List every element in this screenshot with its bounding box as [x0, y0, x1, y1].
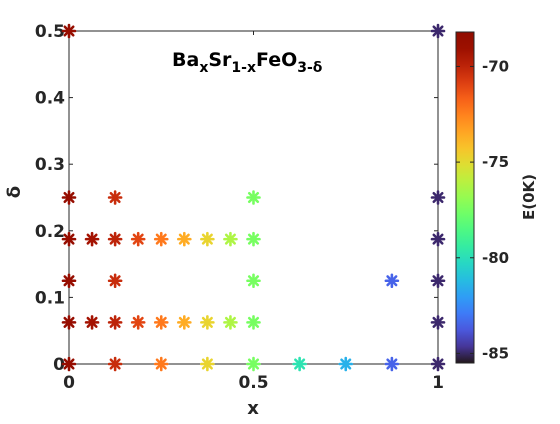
data-points [61, 23, 446, 372]
data-point [153, 315, 169, 330]
title-part-ba: Ba [172, 49, 199, 71]
colorbar [455, 31, 475, 364]
data-point [61, 273, 77, 289]
data-point [84, 231, 100, 247]
data-point [107, 273, 123, 289]
data-point [430, 356, 446, 372]
x-axis-label: x [247, 398, 259, 419]
data-point [430, 315, 446, 330]
colorbar-tick-label: -75 [482, 153, 509, 171]
title-part-sr: Sr [208, 49, 232, 71]
data-point [200, 315, 215, 330]
y-axis-ticks: 0 0.1 0.2 0.3 0.4 0.5 [35, 22, 438, 375]
data-point [177, 231, 192, 247]
data-point [107, 315, 123, 330]
x-tick-label: 0 [63, 373, 75, 393]
colorbar-tick-label: -70 [482, 57, 509, 75]
data-point [107, 190, 123, 205]
title-part-feo: FeO [256, 49, 297, 71]
data-point [338, 356, 354, 372]
data-point [430, 231, 446, 247]
y-tick-label: 0.4 [35, 89, 65, 109]
colorbar-ticks: -70 -75 -80 -85 [456, 57, 509, 362]
colorbar-tick-label: -80 [482, 249, 509, 267]
y-tick-label: 0.3 [35, 155, 65, 175]
colorbar-tick-label: -85 [482, 344, 509, 362]
data-point [292, 356, 307, 372]
data-point [430, 23, 446, 39]
data-point [153, 356, 169, 372]
y-tick-label: 0 [53, 355, 65, 375]
data-point [246, 231, 261, 247]
y-axis-label: δ [4, 186, 25, 198]
data-point [130, 315, 146, 330]
data-point [246, 356, 261, 372]
x-tick-label: 0.5 [238, 373, 268, 393]
data-point [61, 315, 77, 330]
y-tick-label: 0.5 [35, 22, 65, 42]
y-tick-label: 0.2 [35, 222, 65, 242]
data-point [61, 231, 77, 247]
data-point [177, 315, 192, 330]
title-sub-3d: 3-δ [297, 60, 323, 76]
data-point [107, 231, 123, 247]
data-point [384, 356, 400, 372]
x-tick-label: 1 [432, 373, 444, 393]
data-point [84, 315, 100, 330]
data-point [107, 356, 123, 372]
colorbar-label: E(0K) [520, 174, 538, 220]
data-point [246, 315, 261, 330]
data-point [246, 190, 261, 205]
data-point [246, 273, 261, 289]
data-point [430, 273, 446, 289]
data-point [153, 231, 169, 247]
chart-title: BaxSr1-xFeO3-δ [172, 49, 323, 76]
data-point [130, 231, 146, 247]
data-point [223, 231, 238, 247]
data-point [384, 273, 400, 289]
data-point [223, 315, 238, 330]
data-point [61, 23, 77, 39]
data-point [61, 356, 77, 372]
title-sub-x: x [199, 60, 208, 76]
data-point [200, 356, 215, 372]
data-point [430, 190, 446, 205]
data-point [61, 190, 77, 205]
y-tick-label: 0.1 [35, 288, 65, 308]
title-sub-1x: 1-x [231, 60, 256, 76]
data-point [200, 231, 215, 247]
